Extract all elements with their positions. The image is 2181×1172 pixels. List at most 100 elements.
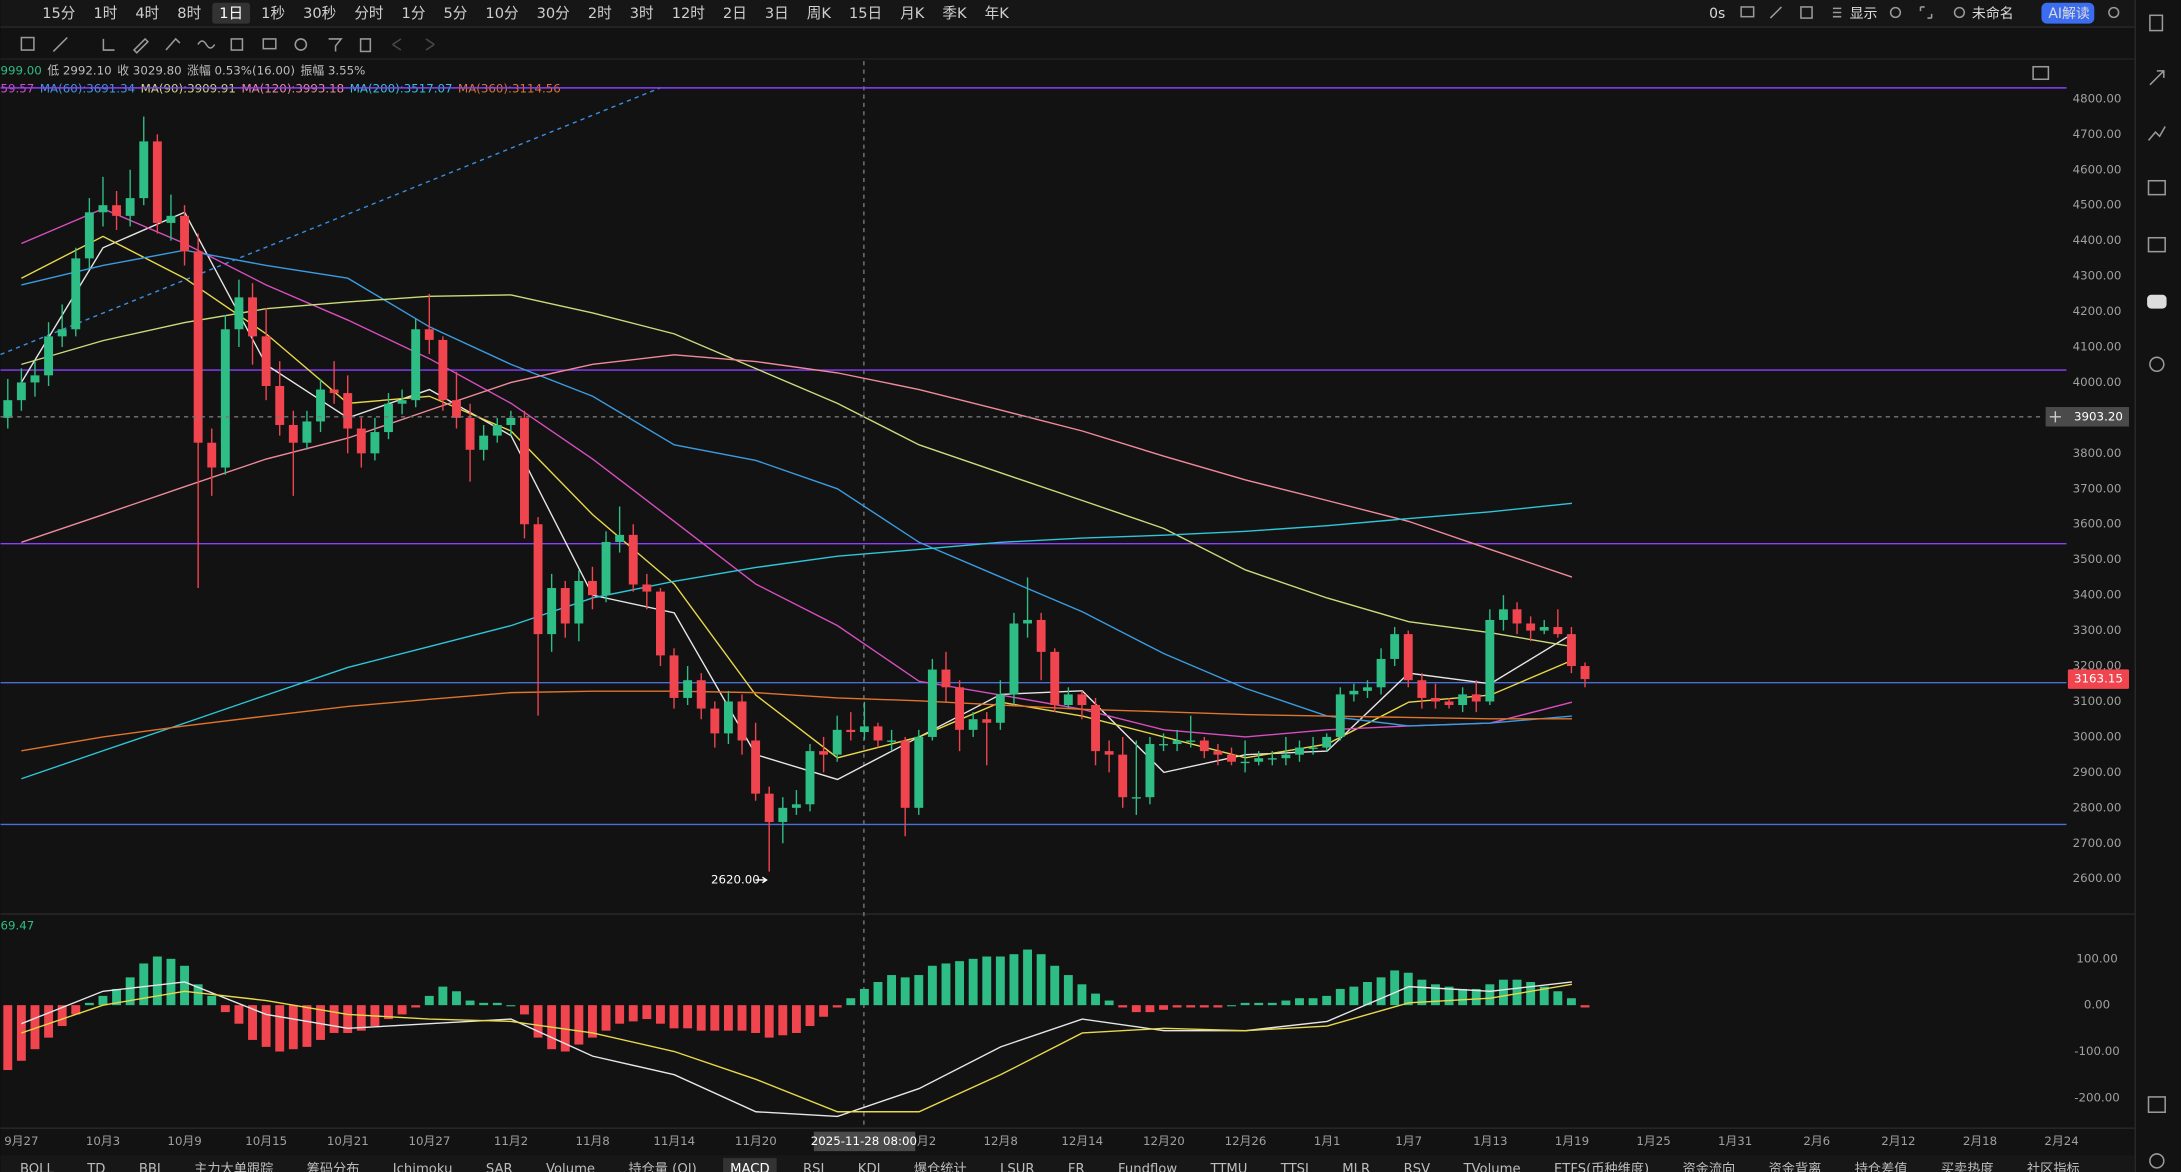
- interval-button[interactable]: 2时: [588, 5, 612, 22]
- icon[interactable]: [425, 38, 435, 51]
- macd-bar: [316, 1005, 325, 1040]
- icon[interactable]: [1919, 6, 1933, 19]
- indicator-tab[interactable]: 主力大单跟踪: [194, 1161, 273, 1172]
- indicator-tab[interactable]: 持仓量 (OI): [628, 1161, 696, 1172]
- indicator-tab[interactable]: Ichimoku: [393, 1162, 453, 1172]
- indicator-tab[interactable]: LSUR: [1000, 1162, 1035, 1172]
- interval-button[interactable]: 10分: [485, 5, 518, 22]
- icon[interactable]: [230, 38, 244, 51]
- interval-button[interactable]: 4时: [135, 5, 159, 22]
- interval-button[interactable]: 1时: [93, 5, 117, 22]
- toolbar-item[interactable]: 显示: [1850, 6, 1878, 22]
- interval-button[interactable]: 周K: [807, 5, 832, 22]
- interval-button[interactable]: 月K: [900, 5, 925, 22]
- icon[interactable]: [359, 38, 372, 53]
- indicator-tab[interactable]: 买卖热度: [1941, 1161, 1994, 1172]
- interval-button[interactable]: 分时: [354, 5, 384, 22]
- icon[interactable]: [2108, 6, 2120, 19]
- icon[interactable]: [2147, 179, 2166, 196]
- interval-button[interactable]: 1分: [402, 5, 426, 22]
- interval-button[interactable]: 12时: [672, 5, 706, 22]
- icon[interactable]: [1769, 6, 1783, 19]
- indicator-tab[interactable]: BOLL: [20, 1162, 55, 1172]
- macd-bar: [84, 1002, 94, 1006]
- interval-button[interactable]: 1日: [219, 5, 243, 22]
- interval-button[interactable]: 15日: [849, 5, 882, 22]
- interval-button[interactable]: 2日: [723, 5, 747, 22]
- icon[interactable]: [102, 38, 115, 51]
- candle-body: [764, 793, 774, 823]
- x-tick-label: 2月12: [1881, 1134, 1915, 1148]
- candle-body: [1023, 619, 1032, 624]
- indicator-tab[interactable]: Fundflow: [1118, 1162, 1177, 1172]
- icon[interactable]: [2032, 65, 2050, 81]
- icon[interactable]: [1889, 6, 1902, 19]
- y-tick-label: 2900.00: [2073, 765, 2122, 779]
- indicator-tab[interactable]: ETFS(币种维度): [1554, 1161, 1649, 1172]
- icon[interactable]: [2149, 356, 2165, 372]
- icon[interactable]: [2149, 14, 2164, 32]
- toolbar-item[interactable]: 0s: [1709, 6, 1725, 22]
- icon[interactable]: [1832, 7, 1842, 18]
- icon[interactable]: [294, 38, 308, 51]
- indicator-tab[interactable]: 爆仓统计: [914, 1161, 967, 1172]
- icon[interactable]: [2147, 294, 2167, 309]
- indicator-tab[interactable]: 资金流向: [1683, 1161, 1736, 1172]
- indicator-tab[interactable]: MACD: [730, 1162, 770, 1172]
- toolbar-item[interactable]: 未命名: [1972, 5, 2014, 22]
- candle-body: [642, 584, 652, 592]
- icon[interactable]: [2149, 70, 2165, 86]
- icon[interactable]: [392, 38, 402, 51]
- interval-button[interactable]: 5分: [443, 5, 467, 22]
- indicator-tab[interactable]: TTSI: [1280, 1162, 1309, 1172]
- candle-body: [1172, 740, 1182, 745]
- macd-bar: [887, 975, 897, 1006]
- indicator-tab[interactable]: SAR: [486, 1162, 513, 1172]
- icon[interactable]: [197, 40, 216, 49]
- candle-body: [71, 258, 81, 330]
- indicator-tab[interactable]: KDJ: [858, 1162, 881, 1172]
- icon[interactable]: [2147, 236, 2166, 253]
- icon[interactable]: [1800, 6, 1813, 19]
- ohlc-info: 涨幅 0.53%(16.00): [187, 63, 295, 77]
- interval-button[interactable]: 3时: [630, 5, 654, 22]
- indicator-tab[interactable]: 社区指标: [2027, 1161, 2080, 1172]
- interval-button[interactable]: 30分: [537, 5, 570, 22]
- icon[interactable]: [2147, 126, 2166, 141]
- interval-button[interactable]: 8时: [177, 5, 201, 22]
- indicator-tab[interactable]: 筹码分布: [307, 1160, 360, 1172]
- x-tick-label: 1月1: [1314, 1134, 1341, 1148]
- indicator-tab[interactable]: RSV: [1404, 1162, 1431, 1172]
- interval-button[interactable]: 年K: [985, 5, 1010, 22]
- indicator-tab[interactable]: RSI: [803, 1162, 824, 1172]
- interval-button[interactable]: 30秒: [303, 5, 336, 22]
- interval-button[interactable]: 15分: [42, 5, 75, 22]
- icon[interactable]: [20, 36, 35, 51]
- icon[interactable]: [262, 38, 277, 50]
- icon[interactable]: [328, 38, 343, 52]
- macd-bar: [628, 1005, 638, 1022]
- interval-button[interactable]: 3日: [765, 5, 789, 22]
- indicator-tab[interactable]: 资金背离: [1769, 1160, 1822, 1172]
- icon[interactable]: [1740, 6, 1755, 18]
- indicator-tab[interactable]: Volume: [546, 1162, 595, 1172]
- interval-button[interactable]: 季K: [942, 5, 967, 22]
- indicator-tab[interactable]: TVolume: [1463, 1162, 1521, 1172]
- macd-bar: [995, 956, 1005, 1006]
- indicator-tab[interactable]: 持仓差值: [1855, 1161, 1908, 1172]
- toolbar-item[interactable]: AI解读: [2048, 6, 2089, 22]
- indicator-tab[interactable]: TTMU: [1210, 1162, 1248, 1172]
- icon[interactable]: [2147, 1096, 2166, 1113]
- indicator-tab[interactable]: BBI: [139, 1162, 161, 1172]
- indicator-tab[interactable]: TD: [86, 1162, 105, 1172]
- icon[interactable]: [2149, 1153, 2165, 1169]
- interval-button[interactable]: 1秒: [261, 5, 285, 22]
- crosshair-price-box: [2045, 407, 2130, 427]
- icon[interactable]: [52, 36, 68, 52]
- icon[interactable]: [1953, 6, 1966, 19]
- icon[interactable]: [165, 37, 181, 51]
- indicator-tab[interactable]: MLR: [1342, 1162, 1370, 1172]
- macd-bar: [452, 991, 461, 1006]
- icon[interactable]: [132, 37, 149, 54]
- indicator-tab[interactable]: FR: [1068, 1162, 1085, 1172]
